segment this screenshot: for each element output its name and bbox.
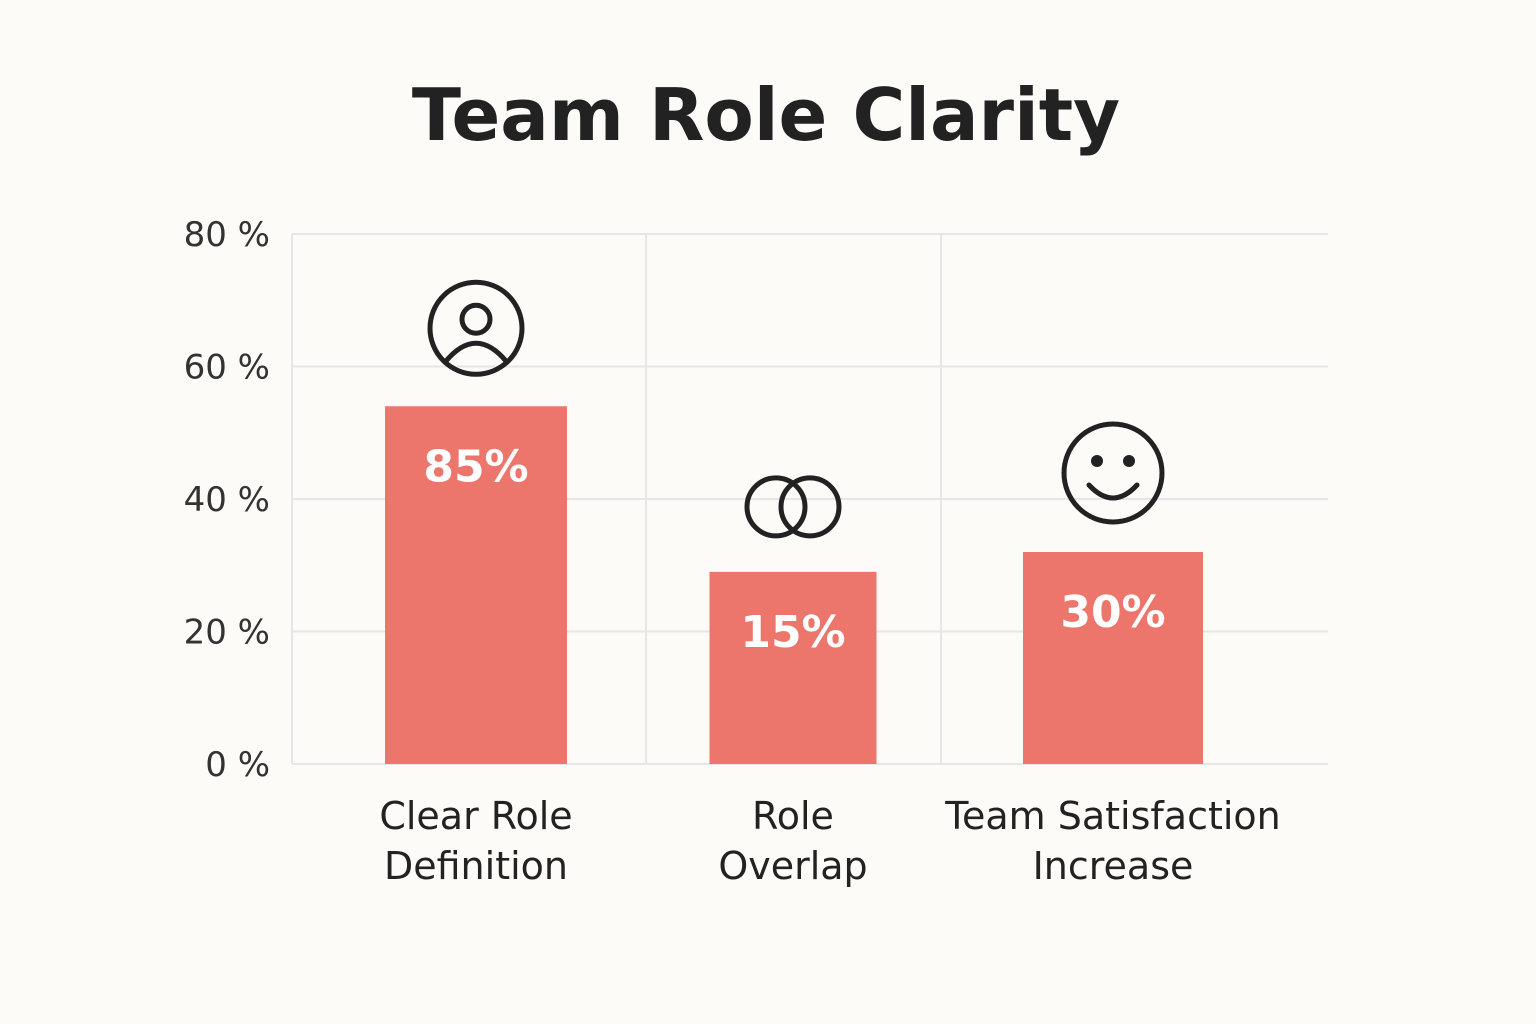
y-tick-label: 20 %	[184, 613, 270, 653]
overlapping-circles-icon	[744, 475, 842, 539]
smiley-face-icon	[1061, 421, 1165, 525]
bar	[1023, 552, 1203, 764]
y-axis: 0 % 20 % 40 % 60 % 80 %	[184, 215, 270, 785]
category-label: Team Satisfaction Increase	[944, 794, 1281, 888]
category-label: Clear Role Definition	[379, 794, 572, 888]
bar-value-label: 30%	[1060, 587, 1165, 638]
bar-value-label: 15%	[740, 607, 845, 658]
y-tick-label: 60 %	[184, 348, 270, 388]
category-label: Role Overlap	[718, 794, 867, 888]
bar-value-label: 85%	[423, 441, 528, 492]
chart-title: Team Role Clarity	[412, 73, 1120, 157]
user-circle-icon	[427, 279, 525, 377]
bar	[385, 406, 567, 764]
y-tick-label: 0 %	[205, 745, 270, 785]
y-tick-label: 40 %	[184, 480, 270, 520]
y-tick-label: 80 %	[184, 215, 270, 255]
icons	[427, 279, 1165, 539]
bars: 85% 15% 30%	[385, 406, 1203, 764]
x-axis: Clear Role Definition Role Overlap Team Sati…	[379, 794, 1280, 888]
bar	[709, 571, 877, 764]
